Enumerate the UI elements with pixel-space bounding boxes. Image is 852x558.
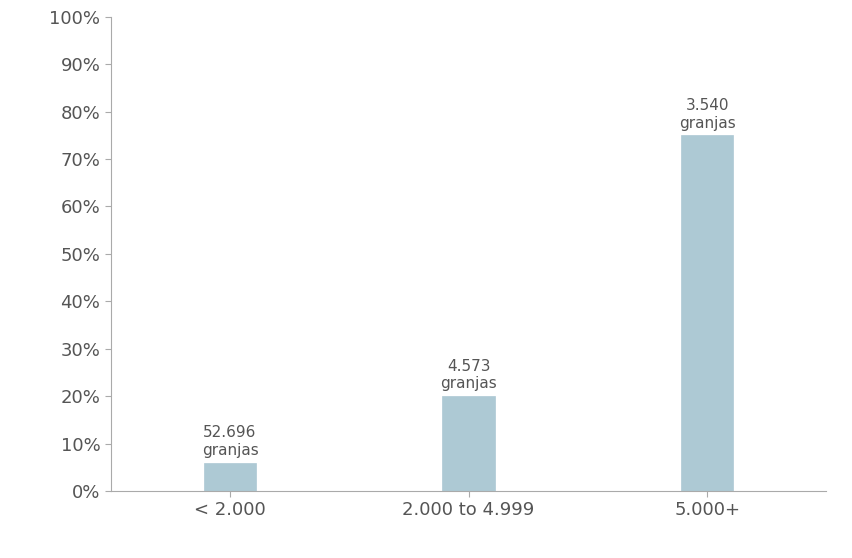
Bar [442,396,495,491]
Text: 52.696
granjas: 52.696 granjas [202,425,258,458]
Bar [204,463,256,491]
Text: 4.573
granjas: 4.573 granjas [440,359,497,392]
Bar [681,136,734,491]
Text: 3.540
granjas: 3.540 granjas [679,98,735,131]
